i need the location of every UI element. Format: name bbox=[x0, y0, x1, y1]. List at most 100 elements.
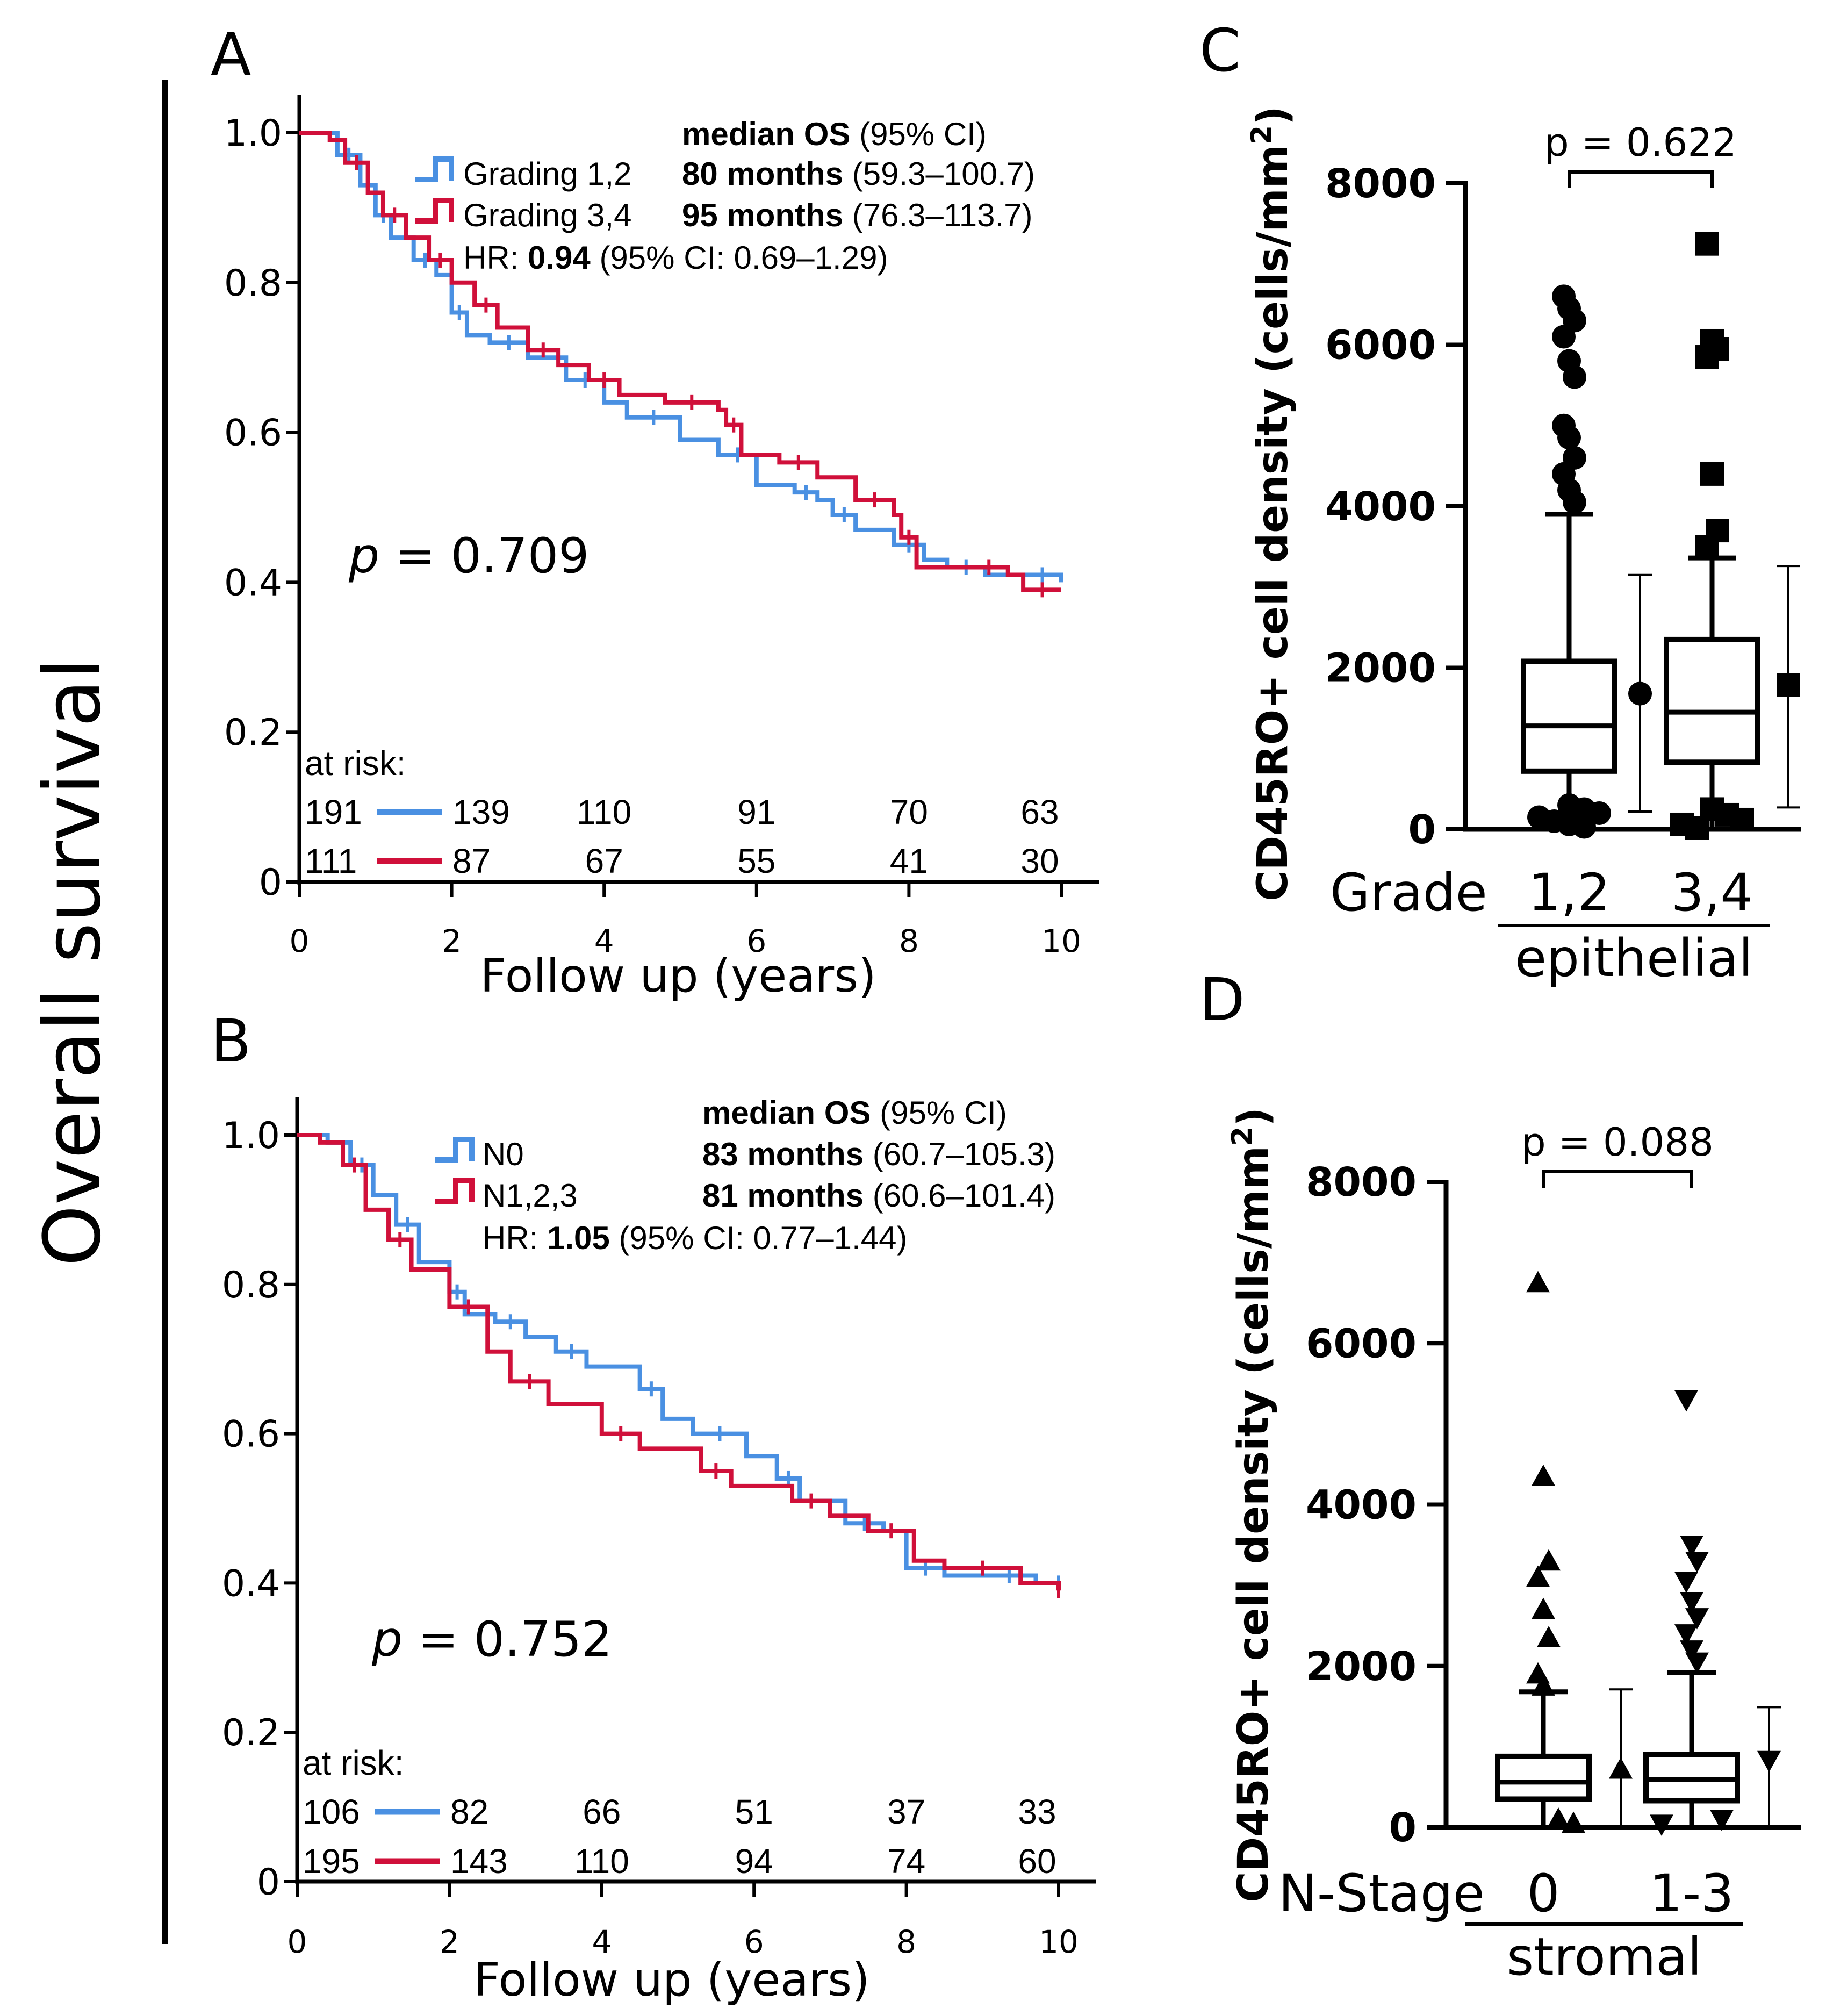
panel-letter-d: D bbox=[1199, 965, 1245, 1034]
at-risk-count: 110 bbox=[574, 1842, 629, 1881]
panel-b-km-plot: 0 0.2 0.4 0.6 0.8 1.0 0 2 4 6 8 10 Follow up (years)… bbox=[222, 1095, 1096, 2007]
legend-step-icon-red bbox=[435, 1178, 475, 1204]
legend-series-name: Grading 1,2 bbox=[463, 156, 632, 192]
x-tick-label: 0 bbox=[290, 923, 310, 959]
data-point-square bbox=[1695, 345, 1719, 369]
legend-header-bold: median OS bbox=[702, 1095, 871, 1131]
x-tick-label: 10 bbox=[1041, 923, 1081, 959]
y-tick-label: 4000 bbox=[1306, 1482, 1417, 1529]
y-tick-label: 2000 bbox=[1325, 645, 1436, 692]
shared-ylabel: Overall survival bbox=[27, 658, 118, 1266]
y-tick-label: 0.4 bbox=[224, 562, 282, 604]
median-value: 83 months bbox=[702, 1136, 864, 1172]
y-tick-label: 0 bbox=[1389, 1805, 1417, 1851]
at-risk-count: 139 bbox=[452, 793, 510, 831]
data-point-triangle-down bbox=[1680, 1592, 1703, 1613]
y-tick-label: 0 bbox=[257, 1861, 280, 1904]
at-risk-count: 106 bbox=[303, 1792, 360, 1831]
data-point-triangle-down bbox=[1680, 1535, 1703, 1557]
data-point-circle bbox=[1587, 801, 1611, 825]
y-tick-label: 8000 bbox=[1306, 1159, 1417, 1206]
legend-median-os: 81 months (60.6–101.4) bbox=[702, 1178, 1055, 1214]
x-axis-label: Follow up (years) bbox=[480, 949, 876, 1003]
x-tick-label: 10 bbox=[1039, 1924, 1079, 1960]
group-label: 1,2 bbox=[1528, 863, 1611, 923]
at-risk-label: at risk: bbox=[303, 1744, 404, 1782]
x-tick-label: 4 bbox=[592, 1924, 612, 1960]
at-risk-count: 191 bbox=[305, 793, 362, 831]
at-risk-count: 60 bbox=[1018, 1842, 1056, 1881]
y-tick-label: 2000 bbox=[1306, 1644, 1417, 1690]
median-ci: (59.3–100.7) bbox=[843, 156, 1035, 192]
x-tick-label: 8 bbox=[896, 1924, 916, 1960]
hazard-ratio: HR: 0.94 (95% CI: 0.69–1.29) bbox=[463, 240, 888, 276]
box-iqr bbox=[1664, 636, 1760, 765]
at-risk-count: 195 bbox=[303, 1842, 360, 1881]
shared-axis-bar bbox=[162, 80, 168, 1944]
y-tick-label: 0.4 bbox=[222, 1562, 280, 1605]
median-value: 81 months bbox=[702, 1178, 864, 1214]
x-axis-label: Follow up (years) bbox=[473, 1953, 869, 2007]
data-point-triangle-down bbox=[1680, 1640, 1703, 1662]
group-prefix-label: Grade bbox=[1330, 863, 1487, 923]
y-tick-label: 0.8 bbox=[224, 262, 282, 305]
km-curve-blue bbox=[299, 131, 1063, 583]
median-ci: (60.6–101.4) bbox=[864, 1178, 1055, 1214]
hr-prefix: HR: bbox=[463, 240, 528, 276]
panel-letter-c: C bbox=[1199, 16, 1241, 85]
data-point-triangle-up bbox=[1532, 1674, 1555, 1696]
panel-d-box-plot: 0 2000 4000 6000 8000 CD45RO+ cell density (c… bbox=[1226, 1107, 1801, 1987]
at-risk-count: 91 bbox=[737, 793, 775, 831]
x-tick-label: 2 bbox=[440, 1924, 459, 1960]
at-risk-count: 41 bbox=[890, 842, 928, 880]
y-tick-label: 0.6 bbox=[222, 1414, 280, 1456]
median-ci: (76.3–113.7) bbox=[843, 197, 1032, 233]
group-label: 1-3 bbox=[1650, 1863, 1734, 1924]
y-tick-label: 1.0 bbox=[224, 112, 282, 155]
y-label-close: ) bbox=[1230, 1107, 1278, 1127]
y-tick-label: 8000 bbox=[1325, 161, 1436, 207]
y-tick-label: 0 bbox=[1408, 807, 1436, 853]
p-value: p = 0.709 bbox=[348, 528, 589, 584]
at-risk-count: 37 bbox=[887, 1792, 925, 1831]
legend-series-name: Grading 3,4 bbox=[463, 197, 632, 233]
data-point-triangle-down bbox=[1674, 1624, 1698, 1646]
at-risk-count: 63 bbox=[1020, 793, 1059, 831]
hr-ci: (95% CI: 0.69–1.29) bbox=[591, 240, 888, 276]
group-title: epithelial bbox=[1515, 928, 1753, 988]
p-value: p = 0.622 bbox=[1544, 120, 1737, 165]
hazard-ratio: HR: 1.05 (95% CI: 0.77–1.44) bbox=[483, 1220, 907, 1256]
y-tick-label: 0.6 bbox=[224, 412, 282, 455]
data-point-circle bbox=[1563, 490, 1586, 514]
data-point-triangle-up bbox=[1537, 1549, 1561, 1571]
legend-header: median OS (95% CI) bbox=[702, 1095, 1007, 1131]
data-point-triangle-down bbox=[1710, 1810, 1734, 1831]
legend-header-bold: median OS bbox=[682, 116, 850, 152]
y-tick-label: 4000 bbox=[1325, 484, 1436, 530]
group-label: 0 bbox=[1527, 1863, 1559, 1924]
group-prefix-label: N-Stage bbox=[1278, 1863, 1485, 1924]
y-tick-label: 1.0 bbox=[222, 1115, 280, 1157]
significance-bracket bbox=[1542, 1170, 1693, 1188]
p-value-text: = 0.752 bbox=[402, 1611, 612, 1668]
data-point-square bbox=[1700, 462, 1724, 486]
data-point-triangle-up bbox=[1526, 1565, 1550, 1587]
km-curve-red bbox=[297, 1133, 1061, 1591]
panel-c-box-plot: 0 2000 4000 6000 8000 CD45RO+ cell density (c… bbox=[1246, 106, 1801, 988]
x-tick-label: 0 bbox=[287, 1924, 307, 1960]
legend-header-rest: (95% CI) bbox=[850, 116, 986, 152]
legend-header: median OS (95% CI) bbox=[682, 116, 987, 152]
p-symbol: p bbox=[348, 528, 379, 584]
data-point-triangle-up bbox=[1532, 1597, 1555, 1619]
x-tick-label: 6 bbox=[746, 923, 766, 959]
y-tick-label: 6000 bbox=[1325, 322, 1436, 369]
at-risk-count: 30 bbox=[1020, 842, 1059, 880]
median-value: 80 months bbox=[682, 156, 843, 192]
legend-step-icon-blue bbox=[435, 1137, 475, 1163]
legend-median-os: 95 months (76.3–113.7) bbox=[682, 197, 1033, 233]
hr-prefix: HR: bbox=[483, 1220, 547, 1256]
data-point-triangle-down bbox=[1650, 1814, 1673, 1836]
at-risk-count: 94 bbox=[735, 1842, 773, 1881]
data-point-triangle-up bbox=[1532, 1464, 1555, 1486]
